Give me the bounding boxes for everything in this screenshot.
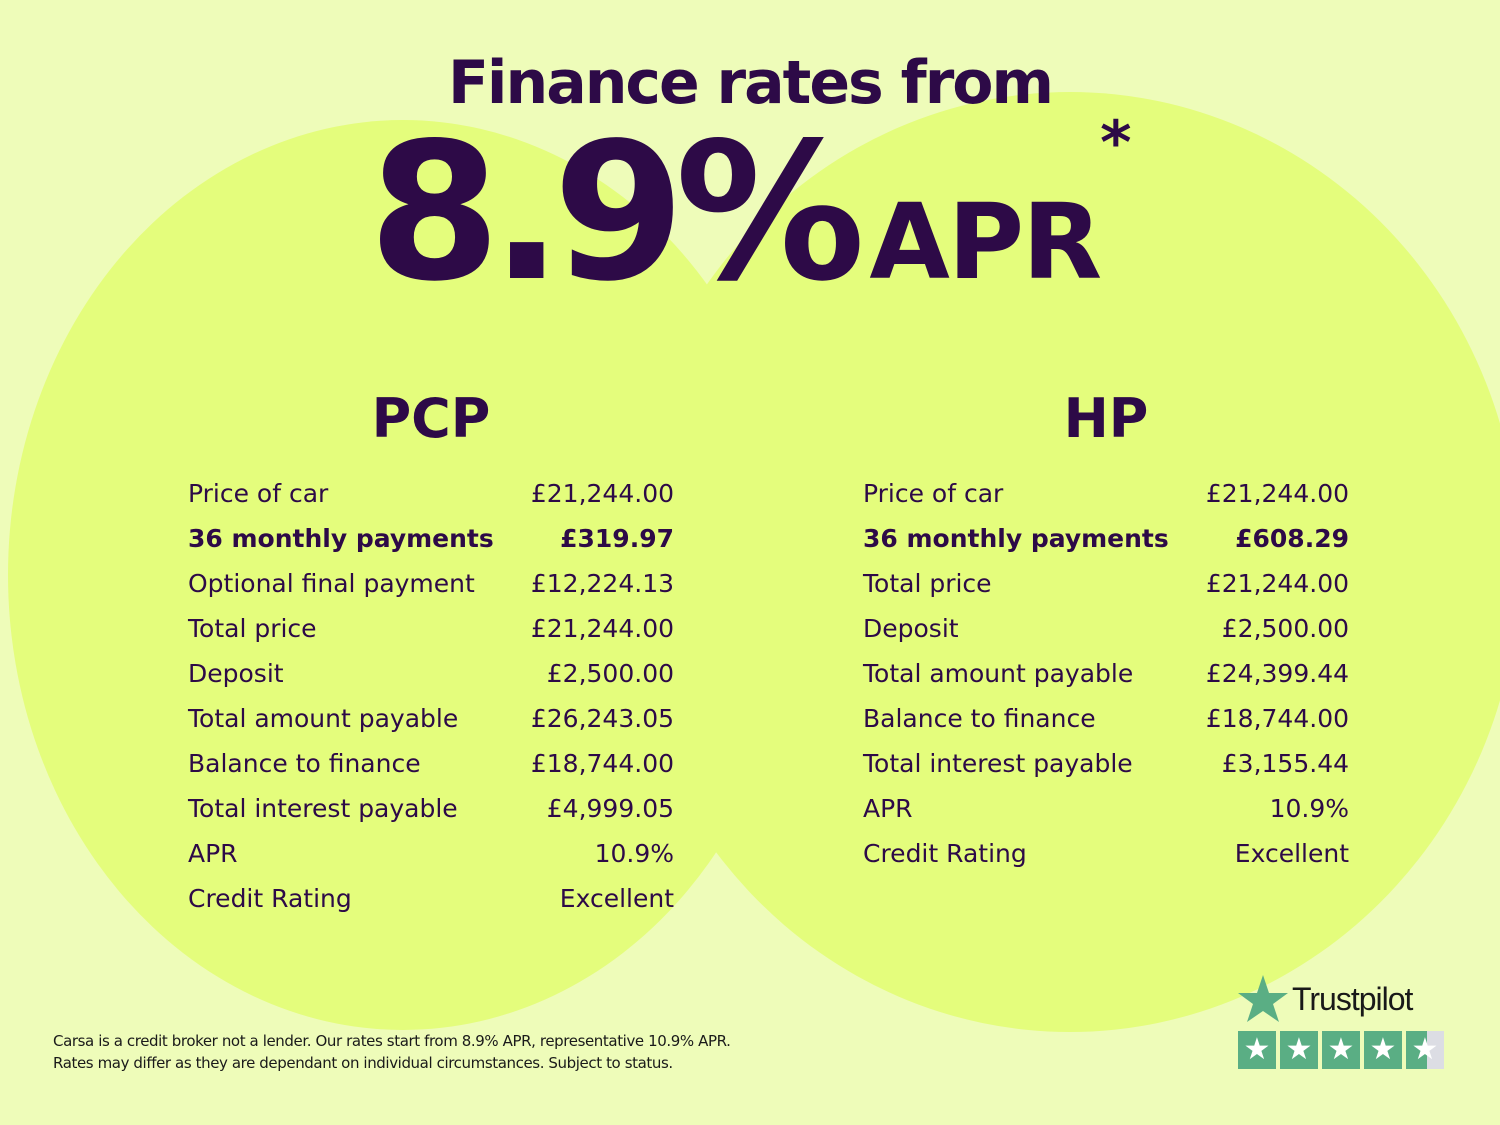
row-value: £319.97 <box>560 524 674 553</box>
table-row: APR 10.9% <box>188 831 674 876</box>
row-label: Total price <box>188 614 317 643</box>
row-value: £21,244.00 <box>1205 479 1349 508</box>
row-value: Excellent <box>559 884 674 913</box>
row-label: 36 monthly payments <box>188 524 494 553</box>
rating-star-icon: ★ <box>1238 1031 1276 1069</box>
rating-star-icon: ★ <box>1406 1031 1444 1069</box>
row-label: Total price <box>863 569 992 598</box>
row-value: £18,744.00 <box>1205 704 1349 733</box>
headline-rate: 8.9% APR* <box>0 108 1500 308</box>
trustpilot-name: Trustpilot <box>1292 980 1413 1017</box>
row-label: Balance to finance <box>863 704 1096 733</box>
rate-value: 8.9% <box>368 102 865 323</box>
background-circle-right <box>620 92 1500 1032</box>
trustpilot-badge: Trustpilot ★ ★ ★ ★ ★ <box>1238 975 1448 1069</box>
pcp-title: PCP <box>371 387 491 450</box>
row-label: Credit Rating <box>188 884 352 913</box>
row-value: £21,244.00 <box>1205 569 1349 598</box>
row-label: Deposit <box>188 659 284 688</box>
row-value: £21,244.00 <box>530 614 674 643</box>
row-label: Credit Rating <box>863 839 1027 868</box>
row-value: £18,744.00 <box>530 749 674 778</box>
row-label: Balance to finance <box>188 749 421 778</box>
trustpilot-star-icon <box>1238 975 1288 1022</box>
trustpilot-rating: ★ ★ ★ ★ ★ <box>1238 1031 1448 1069</box>
row-label: APR <box>188 839 238 868</box>
disclaimer-line: Rates may differ as they are dependant o… <box>53 1054 673 1072</box>
table-row: 36 monthly payments £608.29 <box>863 516 1349 561</box>
hp-title: HP <box>1063 387 1149 450</box>
row-label: Deposit <box>863 614 959 643</box>
rating-star-icon: ★ <box>1280 1031 1318 1069</box>
headline-title: Finance rates from <box>447 48 1054 118</box>
table-row: 36 monthly payments £319.97 <box>188 516 674 561</box>
row-label: Total interest payable <box>863 749 1133 778</box>
table-row: Credit Rating Excellent <box>863 831 1349 876</box>
disclaimer: Carsa is a credit broker not a lender. O… <box>53 1030 731 1074</box>
table-row: Balance to finance £18,744.00 <box>863 696 1349 741</box>
rate-suffix: APR <box>869 181 1102 303</box>
row-value: Excellent <box>1234 839 1349 868</box>
rating-star-icon: ★ <box>1364 1031 1402 1069</box>
row-value: 10.9% <box>1269 794 1349 823</box>
hp-table: HP Price of car £21,244.00 36 monthly paym… <box>863 385 1349 876</box>
table-row: Total amount payable £24,399.44 <box>863 651 1349 696</box>
row-label: Price of car <box>188 479 329 508</box>
table-row: Credit Rating Excellent <box>188 876 674 921</box>
table-row: Total interest payable £3,155.44 <box>863 741 1349 786</box>
row-value: £24,399.44 <box>1205 659 1349 688</box>
asterisk: * <box>1100 108 1132 178</box>
table-row: Deposit £2,500.00 <box>863 606 1349 651</box>
table-row: Total price £21,244.00 <box>188 606 674 651</box>
table-row: Total amount payable £26,243.05 <box>188 696 674 741</box>
row-label: Total amount payable <box>863 659 1134 688</box>
row-label: Total interest payable <box>188 794 458 823</box>
row-value: £3,155.44 <box>1221 749 1349 778</box>
row-value: £608.29 <box>1235 524 1349 553</box>
row-value: £26,243.05 <box>530 704 674 733</box>
row-label: Total amount payable <box>188 704 459 733</box>
row-label: Optional final payment <box>188 569 475 598</box>
table-row: Balance to finance £18,744.00 <box>188 741 674 786</box>
table-row: Price of car £21,244.00 <box>863 471 1349 516</box>
row-value: 10.9% <box>594 839 674 868</box>
row-label: 36 monthly payments <box>863 524 1169 553</box>
pcp-table: PCP Price of car £21,244.00 36 monthly pay… <box>188 385 674 921</box>
row-value: £4,999.05 <box>546 794 674 823</box>
table-row: APR 10.9% <box>863 786 1349 831</box>
row-label: APR <box>863 794 913 823</box>
table-row: Deposit £2,500.00 <box>188 651 674 696</box>
row-value: £12,224.13 <box>530 569 674 598</box>
rating-star-icon: ★ <box>1322 1031 1360 1069</box>
disclaimer-line: Carsa is a credit broker not a lender. O… <box>53 1032 731 1050</box>
table-row: Total price £21,244.00 <box>863 561 1349 606</box>
row-value: £2,500.00 <box>546 659 674 688</box>
row-value: £2,500.00 <box>1221 614 1349 643</box>
row-value: £21,244.00 <box>530 479 674 508</box>
table-row: Optional final payment £12,224.13 <box>188 561 674 606</box>
row-label: Price of car <box>863 479 1004 508</box>
table-row: Total interest payable £4,999.05 <box>188 786 674 831</box>
table-row: Price of car £21,244.00 <box>188 471 674 516</box>
